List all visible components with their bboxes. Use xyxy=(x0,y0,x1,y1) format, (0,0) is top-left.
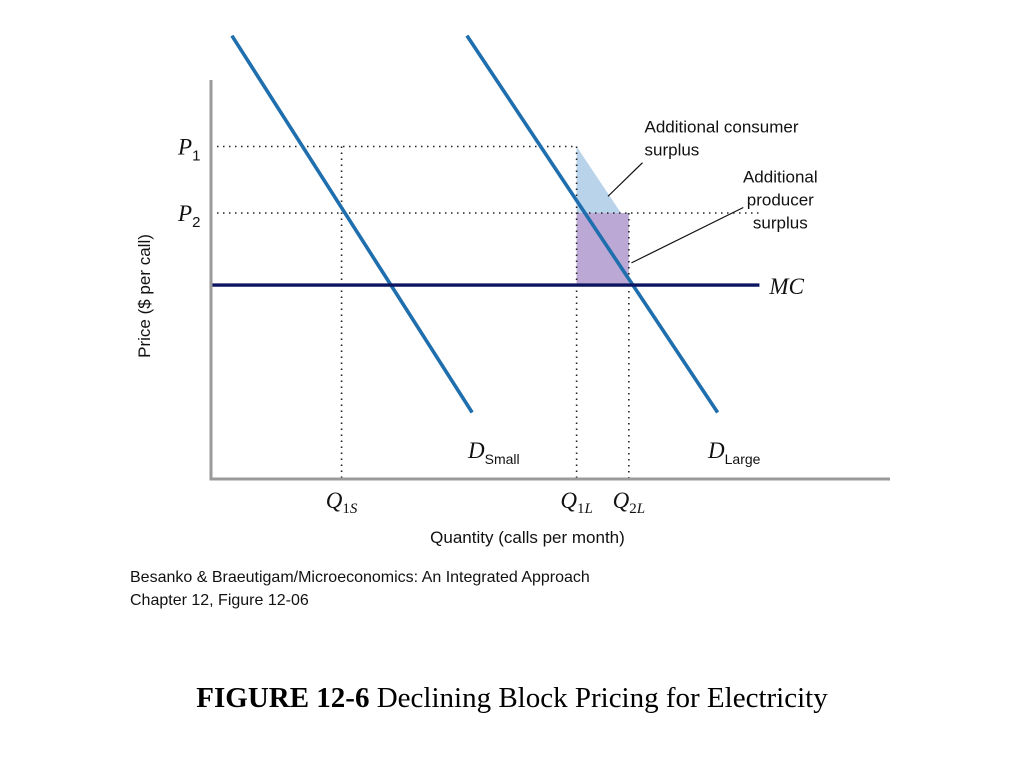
annotation-leader-consumer xyxy=(607,162,643,197)
annotation-leader-producer xyxy=(631,206,744,264)
x-tick-label-1: Q1S xyxy=(326,488,358,517)
x-tick-label-3: Q2L xyxy=(613,488,645,517)
series-label-large: DLarge xyxy=(707,438,761,467)
annotation-producer: Additional producer surplus xyxy=(743,168,818,233)
annotation-consumer: Additional consumer surplus xyxy=(645,118,799,160)
figure-title-prefix: FIGURE 12-6 xyxy=(196,682,370,714)
series-line-large xyxy=(465,34,720,414)
caption-line-1: Besanko & Braeutigam/Microeconomics: An … xyxy=(130,569,590,586)
series-label-mc: MC xyxy=(768,274,804,299)
x-axis-title: Quantity (calls per month) xyxy=(430,528,625,547)
y-tick-label-1: P1 xyxy=(177,135,200,165)
figure-caption: Besanko & Braeutigam/Microeconomics: An … xyxy=(130,566,590,612)
series-label-small: DSmall xyxy=(467,438,520,467)
series-line-small xyxy=(230,34,474,414)
y-tick-label-2: P2 xyxy=(177,201,200,231)
x-tick-label-2: Q1L xyxy=(560,488,592,517)
surplus-region-1 xyxy=(576,146,621,213)
figure-title: FIGURE 12-6 Declining Block Pricing for … xyxy=(0,682,1024,715)
y-axis-title: Price ($ per call) xyxy=(135,234,154,358)
figure-title-text: Declining Block Pricing for Electricity xyxy=(376,682,828,714)
surplus-region-2 xyxy=(576,213,629,285)
caption-line-2: Chapter 12, Figure 12-06 xyxy=(130,592,309,609)
